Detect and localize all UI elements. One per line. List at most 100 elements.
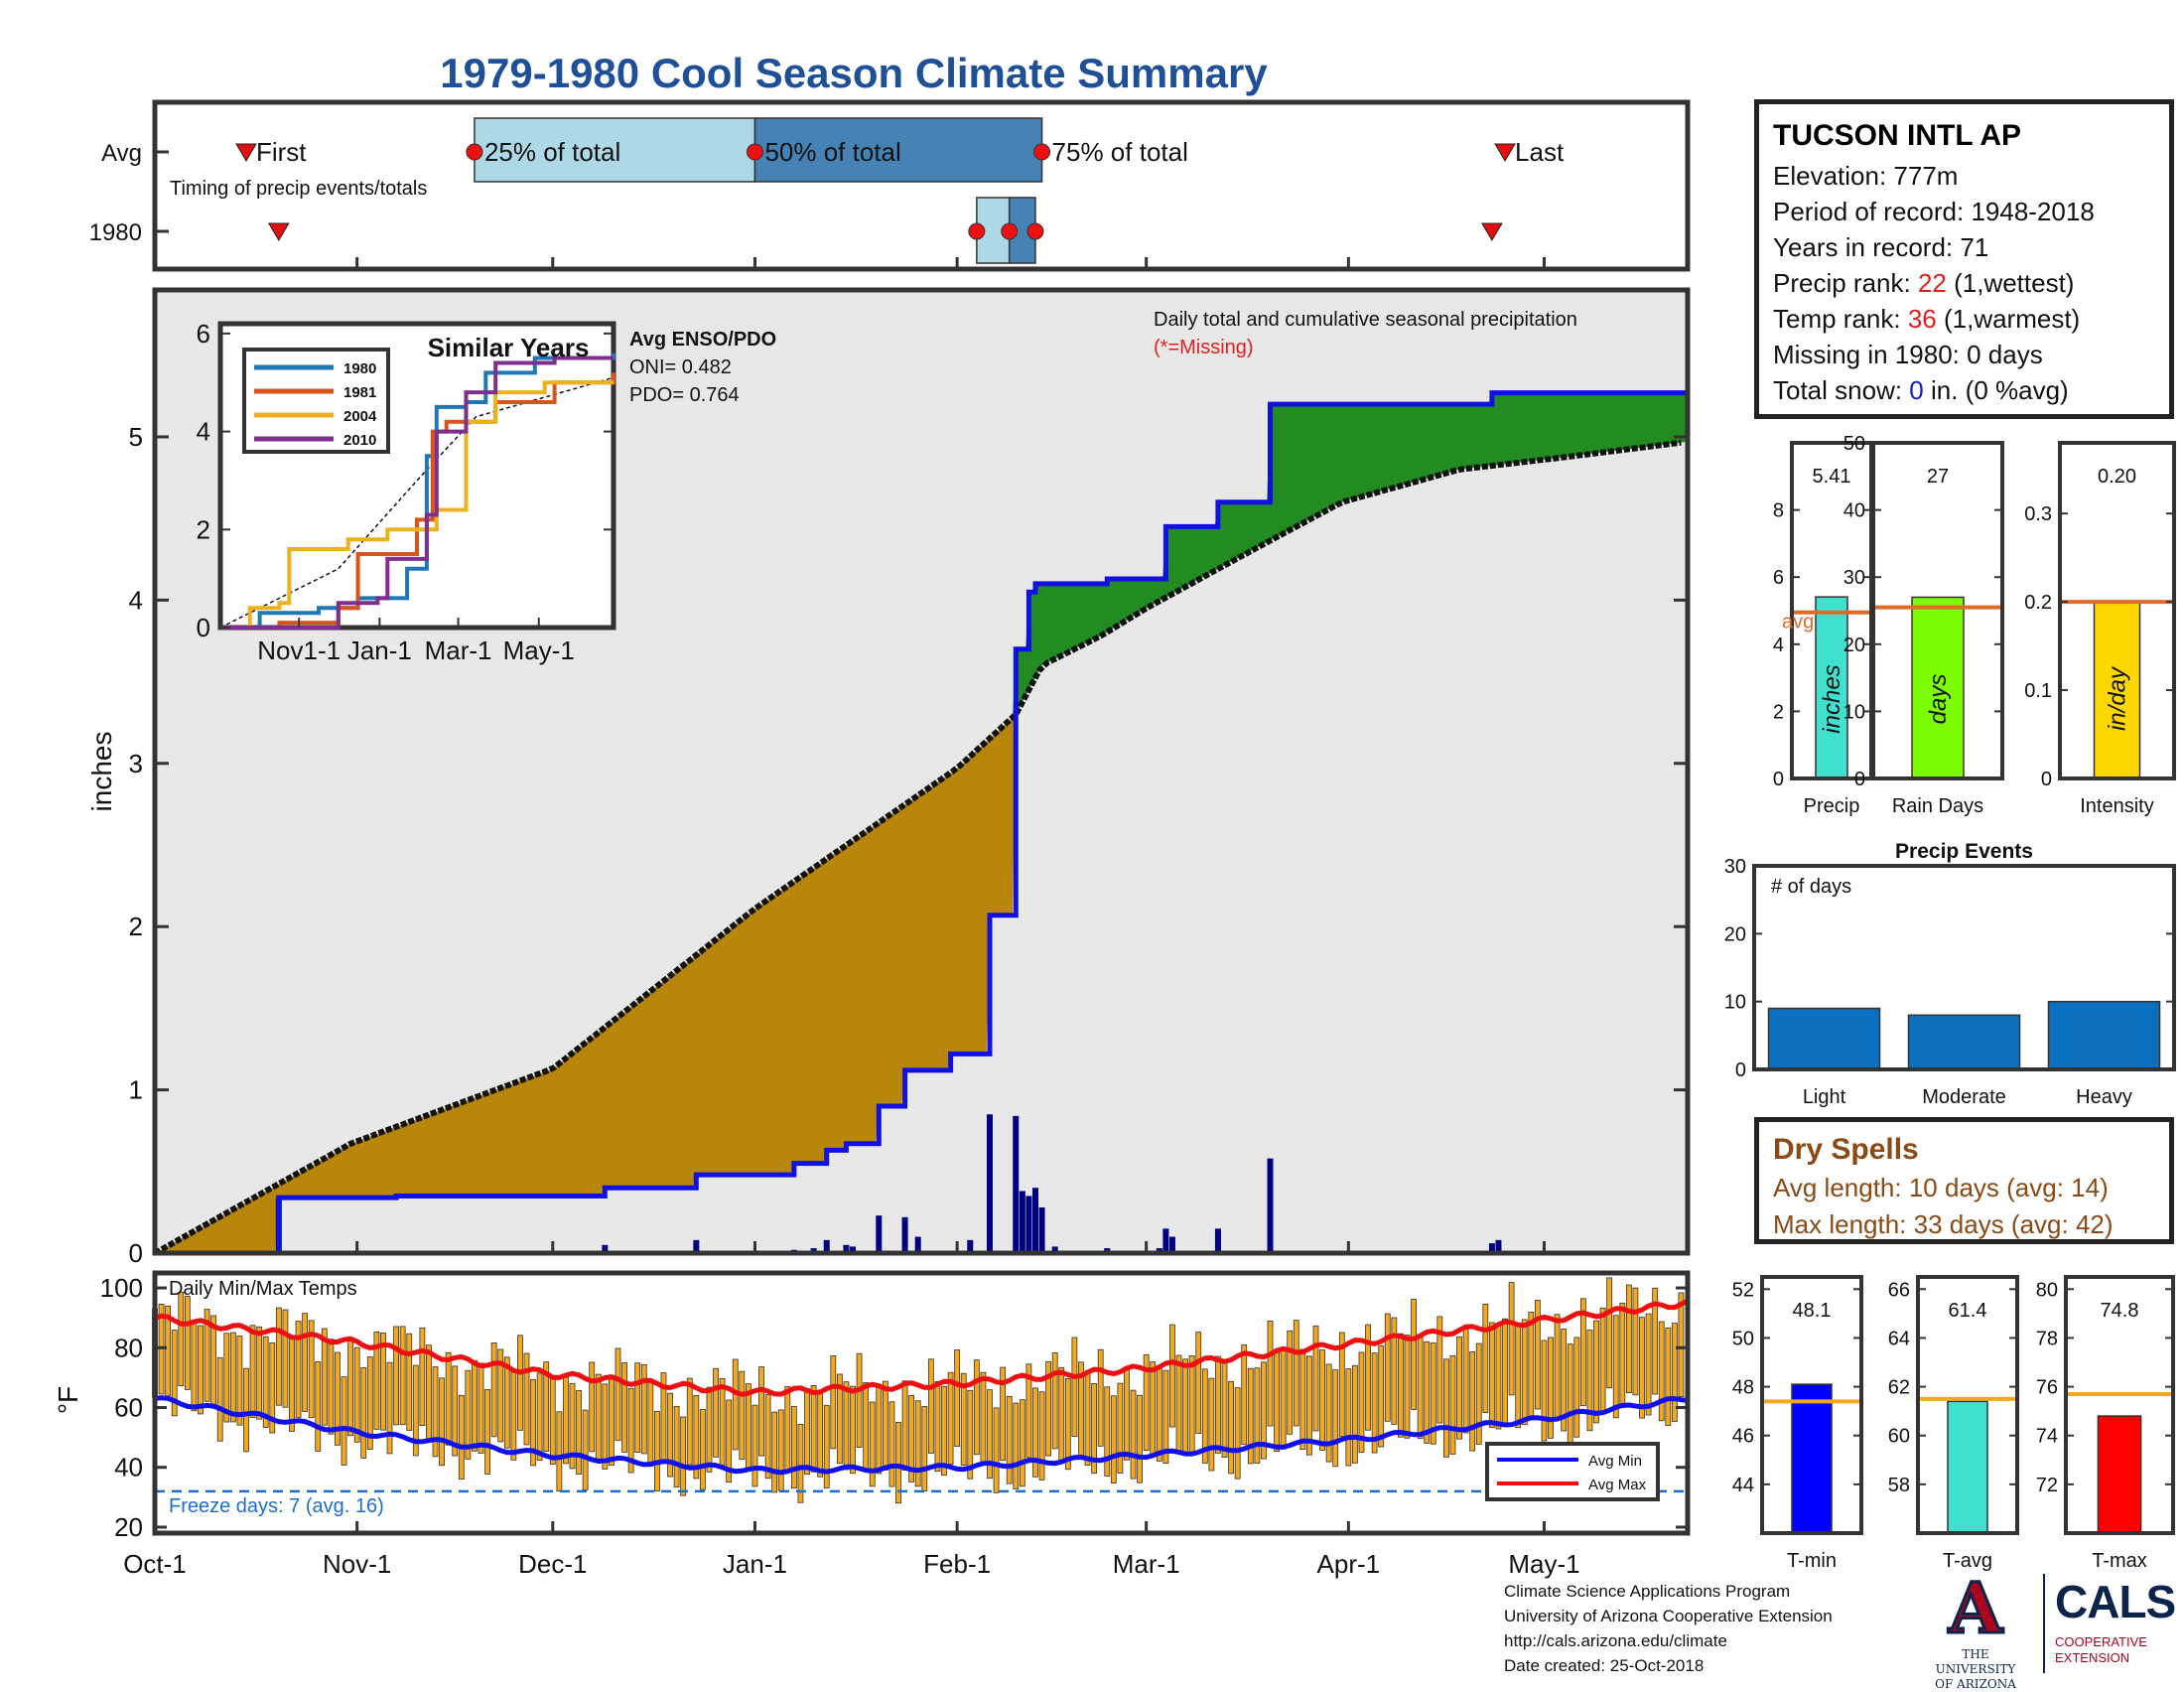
precip-missing-note: (*=Missing) [1154, 337, 1254, 358]
daily-temp-bar-38 [399, 1326, 406, 1426]
tmax-summary-frame [2064, 1275, 2175, 1535]
inset-xtick-label-0: Nov1-1 [257, 635, 341, 665]
daily-temp-bar-203 [1475, 1342, 1482, 1445]
daily-temp-bar-165 [1228, 1380, 1234, 1475]
daily-temp-bar-177 [1306, 1355, 1312, 1456]
daily-temp-bar-198 [1443, 1358, 1449, 1458]
total-snow: Total snow: 0 in. (0 %avg) [1773, 375, 2069, 405]
events-frame [1752, 864, 2176, 1071]
daily-temp-bar-58 [530, 1378, 536, 1467]
daily-temp-bar-39 [406, 1333, 413, 1431]
daily-temp-bar-7 [198, 1325, 204, 1415]
rain-days-ytick-label-4: 40 [1843, 500, 1865, 522]
daily-temp-bar-36 [386, 1361, 393, 1455]
intensity-unit-label: in/day [2105, 665, 2131, 731]
daily-temp-bar-33 [366, 1356, 373, 1450]
daily-temp-bar-202 [1469, 1350, 1476, 1452]
daily-temp-bar-221 [1593, 1320, 1599, 1424]
avg-min-line [154, 1395, 1689, 1476]
precip-ytick-label-2: 2 [129, 912, 143, 941]
missing-days: Missing in 1980: 0 days [1773, 340, 2043, 369]
daily-temp-bar-48 [465, 1369, 472, 1460]
footer-credits: Climate Science Applications Program Uni… [1504, 1579, 1833, 1678]
daily-temp-bar-176 [1299, 1348, 1306, 1450]
cals-logo: CALS COOPERATIVE EXTENSION [2055, 1576, 2176, 1666]
daily-precip-bar-8 [876, 1215, 883, 1253]
events-category-label-1: Moderate [1922, 1086, 2006, 1108]
daily-temp-bar-220 [1586, 1330, 1593, 1432]
inset-legend-label-2004: 2004 [343, 408, 377, 425]
daily-temp-bar-137 [1045, 1360, 1052, 1457]
daily-temp-bar-163 [1215, 1355, 1221, 1454]
daily-precip-bar-6 [843, 1244, 850, 1253]
inset-ytick-label-0: 0 [197, 613, 210, 642]
precip-ytick-label-5: 5 [129, 422, 143, 452]
daily-temp-bar-159 [1188, 1354, 1195, 1453]
page-title: 1979-1980 Cool Season Climate Summary [440, 50, 1268, 96]
daily-temp-bar-197 [1436, 1316, 1443, 1424]
tmax-summary-ytick-label-3: 78 [2036, 1328, 2058, 1349]
daily-temp-bar-195 [1424, 1340, 1431, 1444]
cals-wordmark: CALS [2055, 1576, 2176, 1627]
daily-temp-bar-215 [1554, 1314, 1561, 1420]
precip-total-ytick-label-4: 8 [1773, 500, 1784, 522]
daily-temp-bar-169 [1254, 1367, 1261, 1465]
daily-temp-bar-118 [921, 1406, 928, 1491]
daily-temp-bar-8 [204, 1309, 210, 1402]
daily-temp-bar-79 [667, 1392, 673, 1478]
daily-temp-bar-194 [1417, 1335, 1424, 1440]
daily-temp-bar-93 [758, 1366, 764, 1457]
daily-temp-bar-87 [719, 1377, 726, 1466]
temp-legend-box [1485, 1442, 1660, 1501]
inset-legend-label-2010: 2010 [343, 432, 376, 449]
daily-temp-bar-145 [1097, 1348, 1104, 1447]
events-title: Precip Events [1895, 840, 2033, 863]
tmax-summary-value-label: 74.8 [2101, 1300, 2139, 1322]
daily-temp-bar-144 [1091, 1382, 1098, 1475]
daily-temp-bar-128 [987, 1389, 993, 1480]
daily-temp-bar-66 [582, 1409, 589, 1490]
month-label-6: Apr-1 [1317, 1549, 1381, 1579]
daily-temp-bar-77 [654, 1410, 660, 1491]
daily-temp-bar-12 [229, 1332, 236, 1423]
rain-days-frame [1871, 441, 2004, 780]
precip-total-ytick-label-0: 0 [1773, 769, 1784, 790]
timing-year-last-marker [1481, 222, 1503, 241]
observed-cumulative-line [155, 390, 1688, 1256]
tavg-summary-ytick-label-0: 58 [1888, 1475, 1910, 1496]
daily-temp-bar-229 [1645, 1313, 1652, 1416]
daily-precip-bar-23 [1214, 1228, 1221, 1253]
daily-temp-bar-57 [523, 1352, 530, 1446]
daily-temp-bar-218 [1573, 1337, 1580, 1438]
daily-temp-bar-234 [1678, 1292, 1685, 1398]
daily-temp-bar-216 [1561, 1329, 1568, 1432]
events-category-label-0: Light [1803, 1086, 1846, 1108]
daily-temp-bar-18 [269, 1342, 276, 1434]
inset-title: Similar Years [428, 333, 590, 362]
daily-precip-bar-2 [693, 1239, 700, 1253]
daily-temp-bar-44 [439, 1377, 445, 1467]
temp-ytick-label-0: 20 [114, 1512, 143, 1542]
tavg-summary-bar [1947, 1400, 1988, 1534]
daily-temp-bar-27 [328, 1339, 335, 1435]
daily-temp-bar-166 [1234, 1387, 1241, 1480]
precip-y-axis-label: inches [86, 732, 117, 812]
daily-temp-bar-138 [1051, 1351, 1058, 1450]
temp-rank: Temp rank: 36 (1,warmest) [1773, 304, 2081, 334]
daily-temp-bar-134 [1025, 1363, 1032, 1459]
daily-temp-bar-85 [706, 1386, 713, 1473]
tmin-summary-ytick-label-3: 50 [1732, 1328, 1754, 1349]
daily-temp-bar-132 [1013, 1402, 1020, 1489]
daily-temp-bar-42 [426, 1344, 432, 1440]
tmin-summary-axis-label: T-min [1787, 1550, 1837, 1572]
tmin-summary-bar [1791, 1383, 1833, 1534]
timing-50-label: 50% of total [764, 137, 900, 167]
daily-temp-bar-80 [673, 1405, 680, 1488]
daily-temp-bar-179 [1319, 1349, 1325, 1451]
daily-temp-bar-86 [713, 1367, 719, 1458]
daily-precip-bar-10 [914, 1236, 921, 1253]
daily-temp-bar-217 [1567, 1343, 1573, 1444]
intensity-ytick-label-3: 0.3 [2024, 503, 2052, 525]
daily-temp-bar-151 [1137, 1394, 1144, 1483]
precip-rank: Precip rank: 22 (1,wettest) [1773, 268, 2075, 298]
